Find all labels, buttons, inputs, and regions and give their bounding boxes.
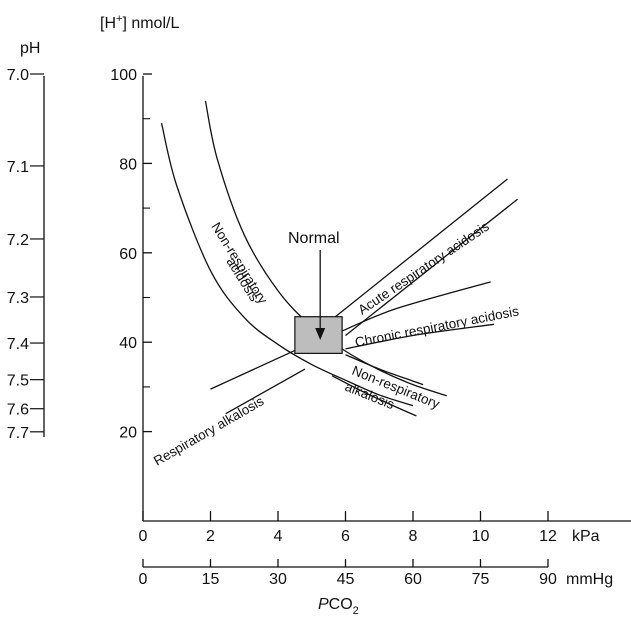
y-tick-label: 20	[119, 425, 137, 442]
x-axis-title: PCO2	[318, 596, 359, 617]
x2-tick-label: 90	[539, 571, 557, 588]
x-tick-label: 2	[206, 528, 215, 545]
band-line	[331, 375, 417, 417]
x-axis-kpa-ticks: 0 2 4 6 8 10 12	[139, 511, 557, 545]
bands	[160, 100, 519, 417]
x2-tick-label: 0	[139, 571, 148, 588]
ph-tick-label: 7.3	[7, 290, 29, 307]
x2-tick-label: 60	[404, 571, 422, 588]
ph-tick-label: 7.1	[7, 159, 29, 176]
label-chronic-respiratory-acidosis: Chronic respiratory acidosis	[354, 303, 521, 350]
x-axis-mmhg-unit: mmHg	[566, 571, 613, 588]
label-respiratory-alkalosis: Respiratory alkalosis	[151, 393, 267, 468]
normal-label: Normal	[288, 230, 340, 247]
ph-tick-label: 7.5	[7, 373, 29, 390]
band-line	[225, 368, 306, 415]
y-tick-label: 40	[119, 335, 137, 352]
x-tick-label: 6	[341, 528, 350, 545]
band-line	[328, 178, 508, 323]
normal-arrowhead	[315, 327, 326, 340]
y-axis-title: [H+] nmol/L	[100, 13, 179, 32]
ph-tick-label: 7.4	[7, 336, 29, 353]
x2-tick-label: 45	[337, 571, 355, 588]
y-tick-label: 80	[119, 156, 137, 173]
band-line	[345, 354, 424, 386]
band-line	[341, 281, 491, 332]
x-axis-kpa-unit: kPa	[572, 528, 600, 545]
ph-tick-label: 7.6	[7, 402, 29, 419]
ph-tick-label: 7.2	[7, 232, 29, 249]
y-tick-label: 100	[110, 67, 137, 84]
band-line	[160, 123, 414, 407]
x-tick-label: 4	[274, 528, 283, 545]
x-tick-label: 0	[139, 528, 148, 545]
band-line	[210, 348, 299, 390]
band-line	[345, 198, 519, 337]
x2-tick-label: 15	[202, 571, 220, 588]
y-tick-label: 60	[119, 246, 137, 263]
x2-tick-label: 30	[269, 571, 287, 588]
x2-tick-label: 75	[472, 571, 490, 588]
ph-tick-label: 7.0	[7, 67, 29, 84]
x-axis-mmhg-ticks: 0 15 30 45 60 75 90	[139, 559, 557, 588]
y-axis-ticks: 20 40 60 80 100	[110, 67, 152, 442]
ph-scale: pH 7.0 7.1 7.2 7.3 7.4 7.5 7.6 7.7	[7, 40, 45, 442]
x-tick-label: 10	[472, 528, 490, 545]
x-tick-label: 12	[539, 528, 557, 545]
x-tick-label: 8	[409, 528, 418, 545]
ph-scale-title: pH	[20, 40, 40, 57]
band-line	[345, 323, 495, 350]
label-acute-respiratory-acidosis: Acute respiratory acidosis	[355, 218, 492, 317]
ph-tick-label: 7.7	[7, 425, 29, 442]
